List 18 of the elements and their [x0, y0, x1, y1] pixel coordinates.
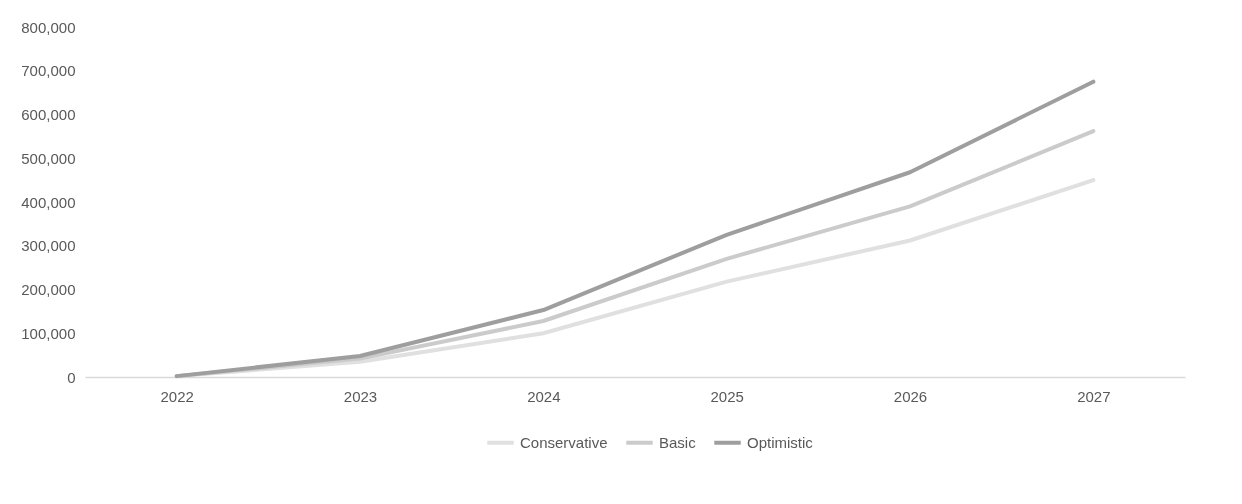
y-tick-label: 400,000 — [21, 193, 76, 211]
y-tick-label: 0 — [67, 368, 76, 386]
y-tick-label: 200,000 — [21, 281, 76, 298]
legend-label: Optimistic — [747, 433, 814, 451]
y-tick-label: 300,000 — [21, 237, 76, 255]
y-tick-label: 700,000 — [21, 62, 76, 80]
x-tick-label: 2025 — [710, 387, 744, 405]
x-tick-label: 2026 — [893, 387, 928, 405]
y-tick-label: 100,000 — [21, 324, 76, 342]
legend-label: Conservative — [520, 433, 608, 451]
x-tick-label: 2024 — [527, 387, 561, 405]
y-tick-label: 800,000 — [21, 18, 76, 36]
y-tick-label: 600,000 — [21, 106, 76, 123]
legend-label: Basic — [659, 433, 697, 451]
y-tick-label: 500,000 — [21, 149, 76, 167]
x-tick-label: 2023 — [343, 387, 378, 405]
x-tick-label: 2027 — [1077, 387, 1111, 405]
x-tick-label: 2022 — [160, 387, 194, 405]
